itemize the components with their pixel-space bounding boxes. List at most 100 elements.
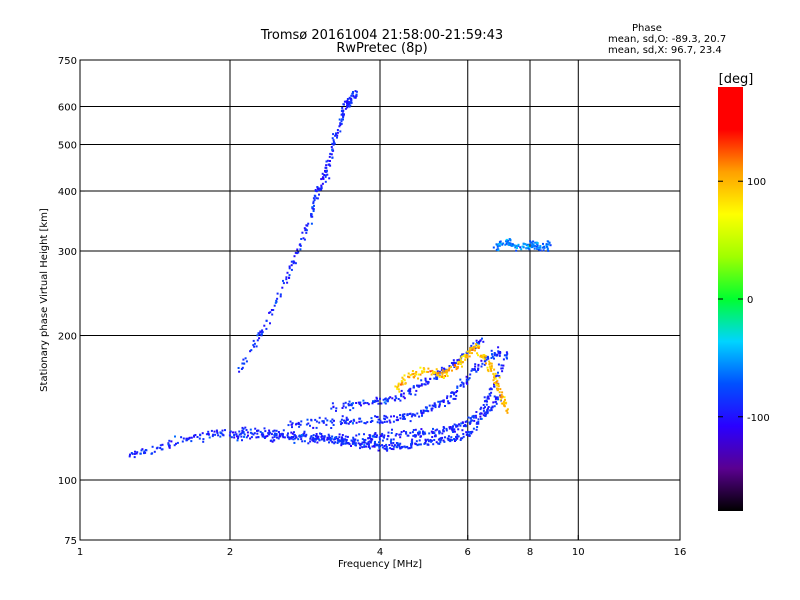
- data-point: [420, 435, 422, 438]
- data-point: [497, 398, 499, 401]
- data-point: [331, 402, 334, 405]
- data-point: [483, 396, 486, 399]
- data-point: [294, 251, 297, 254]
- data-point: [408, 376, 411, 379]
- data-point: [389, 447, 392, 450]
- data-point: [303, 227, 306, 230]
- data-point: [276, 436, 278, 439]
- data-point: [418, 443, 421, 446]
- data-point: [451, 391, 454, 394]
- data-point: [298, 434, 301, 437]
- data-point: [475, 343, 478, 346]
- data-point: [421, 414, 423, 417]
- data-point: [521, 245, 524, 248]
- data-point: [392, 420, 395, 423]
- data-point: [482, 356, 485, 359]
- data-point: [379, 397, 381, 400]
- data-point: [426, 409, 429, 412]
- data-point: [335, 407, 338, 410]
- data-point: [210, 429, 213, 432]
- data-point: [506, 240, 509, 243]
- data-point: [300, 238, 303, 240]
- data-point: [434, 404, 437, 407]
- data-point: [501, 243, 504, 246]
- data-point: [396, 442, 399, 445]
- data-point: [456, 359, 459, 362]
- data-point: [440, 438, 443, 441]
- data-point: [485, 403, 488, 406]
- data-point: [240, 435, 243, 438]
- data-point: [245, 429, 248, 431]
- data-point: [504, 243, 507, 246]
- data-point: [283, 436, 286, 439]
- data-point: [360, 420, 363, 423]
- data-point: [292, 436, 294, 438]
- data-point: [349, 104, 352, 107]
- data-point: [201, 432, 204, 435]
- data-point: [381, 446, 384, 449]
- data-point: [409, 390, 412, 393]
- data-point: [350, 445, 352, 447]
- data-point: [468, 421, 471, 424]
- data-point: [409, 387, 412, 390]
- data-point: [238, 370, 241, 373]
- data-point: [268, 431, 271, 434]
- data-point: [341, 436, 344, 439]
- data-point: [496, 387, 498, 390]
- data-point: [303, 432, 306, 435]
- data-point: [401, 415, 404, 418]
- data-point: [249, 428, 252, 431]
- data-point: [438, 430, 441, 433]
- data-point: [490, 408, 493, 411]
- data-point: [401, 376, 404, 379]
- data-point: [452, 363, 455, 366]
- data-point: [457, 428, 460, 431]
- data-point: [140, 449, 143, 452]
- data-point: [333, 442, 336, 445]
- data-point: [458, 358, 461, 361]
- data-point: [504, 398, 506, 401]
- data-point: [302, 434, 305, 437]
- data-point: [461, 353, 464, 356]
- data-point: [496, 396, 499, 399]
- data-points-layer: [128, 90, 552, 459]
- data-point: [329, 437, 332, 439]
- data-point: [434, 406, 437, 409]
- data-point: [417, 432, 420, 435]
- data-point: [413, 376, 415, 379]
- data-point: [436, 377, 439, 380]
- data-point: [435, 441, 438, 444]
- data-point: [159, 447, 162, 449]
- data-point: [352, 438, 355, 441]
- data-point: [276, 297, 279, 300]
- data-point: [161, 443, 164, 446]
- data-point: [517, 243, 520, 246]
- data-point: [272, 309, 275, 311]
- data-point: [309, 440, 312, 443]
- data-point: [312, 208, 315, 210]
- data-point: [298, 425, 301, 428]
- data-point: [394, 434, 397, 437]
- data-point: [417, 377, 419, 380]
- data-point: [514, 246, 517, 249]
- data-point: [423, 383, 426, 386]
- data-point: [482, 407, 485, 410]
- data-point: [389, 396, 392, 399]
- data-point: [288, 274, 291, 277]
- data-point: [491, 353, 493, 356]
- data-point: [402, 392, 405, 395]
- data-point: [488, 365, 491, 368]
- data-point: [299, 423, 302, 426]
- data-point: [354, 438, 357, 441]
- data-point: [332, 139, 335, 142]
- data-point: [246, 431, 249, 434]
- data-point: [400, 431, 403, 433]
- data-point: [483, 355, 486, 358]
- data-point: [341, 415, 344, 418]
- data-point: [352, 418, 355, 421]
- data-point: [428, 432, 431, 435]
- data-point: [271, 436, 274, 439]
- data-point: [493, 357, 495, 360]
- data-point: [486, 400, 488, 403]
- data-point: [313, 438, 316, 441]
